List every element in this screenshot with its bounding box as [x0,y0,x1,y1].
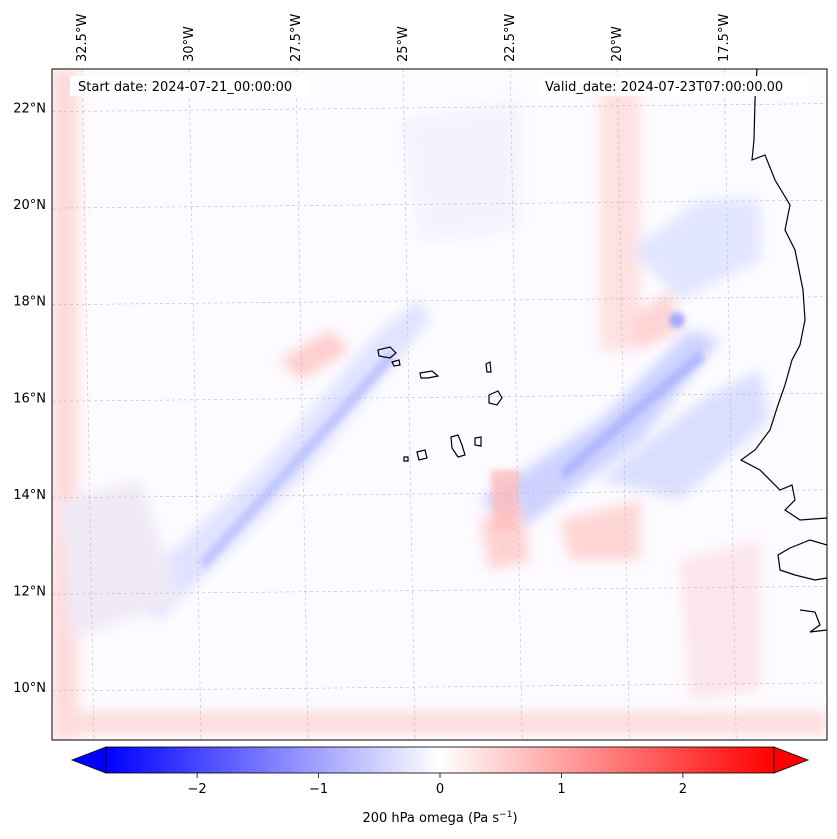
coastlines [377,69,827,633]
island-sao-nicolau [419,370,440,379]
meridian-line [509,69,523,740]
colorbar-body [105,746,775,774]
colorbar-extend-min [70,746,107,774]
lat-tick-label: 14°N [13,488,46,503]
lat-tick-label: 20°N [13,198,46,213]
colorbar-label-superscript: −1 [499,810,512,820]
lon-tick-label: 25°W [396,26,411,62]
colorbar-ticks: −2 −1 0 1 2 [188,773,687,797]
longitude-labels: 32.5°W 30°W 27.5°W 25°W 22.5°W 20°W 17.5°W [75,14,732,62]
lon-tick-label: 32.5°W [75,14,90,62]
colorbar-tick-label: 1 [557,782,565,797]
meridian-line [402,69,416,740]
island-sal [485,361,492,373]
island-fogo [416,449,428,461]
colorbar: −2 −1 0 1 2 200 hPa omega (Pa s−1) [70,746,810,826]
meridian-line [723,69,737,740]
meridian-line [295,69,309,740]
island-santo-antao [377,346,397,359]
colorbar-tick-label: −2 [188,782,207,797]
lon-tick-label: 22.5°W [503,14,518,62]
lat-tick-label: 16°N [13,391,46,406]
lat-tick-label: 18°N [13,295,46,310]
african-coastline [739,69,827,521]
lon-tick-label: 17.5°W [717,14,732,62]
valid-date-box [538,76,808,96]
guinea-coastline [777,539,827,633]
island-maio [474,436,482,447]
lat-tick-label: 10°N [13,681,46,696]
colorbar-tick-label: −1 [309,782,328,797]
gridlines [52,69,827,740]
valid-date-label: Valid_date: 2024-07-23T07:00:00.00 [545,80,783,95]
omega-field [52,69,827,740]
lat-tick-label: 22°N [13,102,46,117]
colorbar-tick-label: 0 [436,782,444,797]
lon-tick-label: 30°W [182,26,197,62]
start-date-label: Start date: 2024-07-21_00:00:00 [78,80,292,95]
meridian-line [188,69,202,740]
island-santiago [450,434,466,458]
start-date-box [70,76,310,96]
island-brava [403,456,409,462]
colorbar-label-suffix: ) [512,811,517,826]
lon-tick-label: 20°W [610,26,625,62]
latitude-labels: 10°N 12°N 14°N 16°N 18°N 20°N 22°N [13,102,46,696]
colorbar-tick-label: 2 [679,782,687,797]
colorbar-label-text: 200 hPa omega (Pa s [362,811,499,826]
meridian-line [616,69,630,740]
map-frame [51,68,828,741]
island-sao-vicente [391,359,401,367]
colorbar-label: 200 hPa omega (Pa s−1) [362,810,517,826]
island-boa-vista [488,390,503,406]
lon-tick-label: 27.5°W [289,14,304,62]
meridian-line [81,69,95,740]
lat-tick-label: 12°N [13,584,46,599]
colorbar-extend-max [773,746,810,774]
